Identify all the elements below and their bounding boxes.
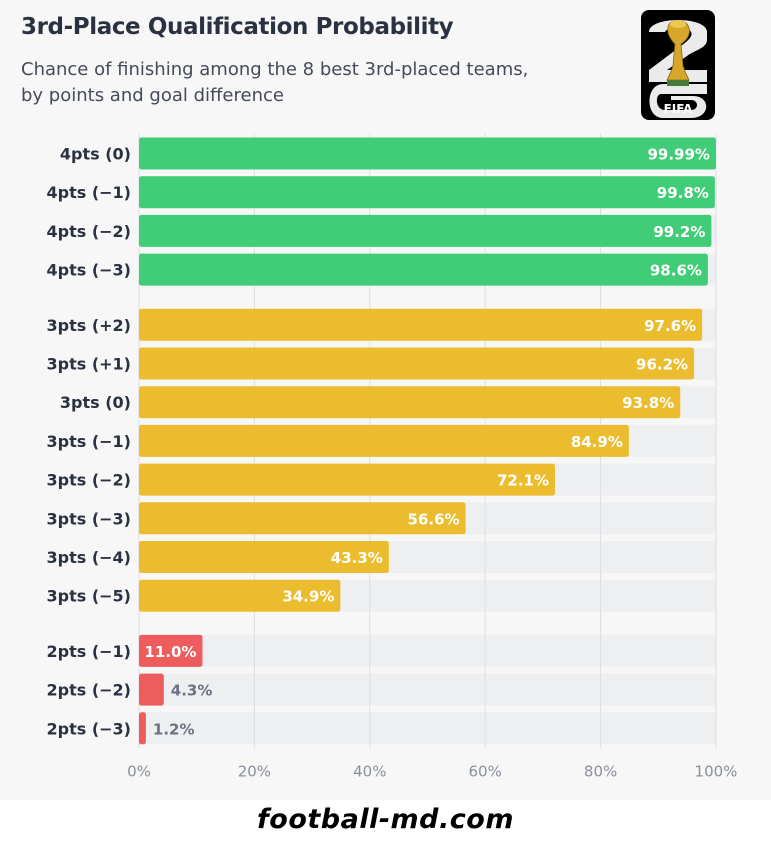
bar bbox=[139, 463, 556, 496]
value-label: 34.9% bbox=[282, 588, 334, 606]
x-axis-ticks: 0% 20% 40% 60% 80% 100% bbox=[127, 762, 737, 780]
category-label: 4pts (−1) bbox=[47, 183, 132, 202]
category-label: 4pts (0) bbox=[60, 145, 131, 164]
value-label: 56.6% bbox=[408, 510, 460, 528]
bar bbox=[139, 253, 708, 286]
bar-chart: 4pts (0) 99.99% 4pts (−1) 99.8% 4pts (−2) 99.… bbox=[47, 133, 737, 780]
category-label: 2pts (−2) bbox=[47, 681, 132, 700]
bar bbox=[139, 541, 389, 573]
logo-digit-6 bbox=[649, 84, 707, 118]
chart-title: 3rd-Place Qualification Probability bbox=[21, 14, 454, 40]
fifa-logo-text: FIFA bbox=[664, 102, 693, 116]
category-label: 2pts (−3) bbox=[47, 719, 132, 738]
value-label: 4.3% bbox=[171, 682, 213, 700]
bars: 4pts (0) 99.99% 4pts (−1) 99.8% 4pts (−2) 99.… bbox=[47, 137, 716, 745]
category-label: 2pts (−1) bbox=[47, 642, 132, 661]
value-label: 99.2% bbox=[653, 223, 705, 241]
trophy-icon bbox=[666, 19, 690, 81]
value-label: 99.8% bbox=[657, 184, 709, 202]
x-tick-label: 100% bbox=[695, 762, 738, 780]
chart-subtitle-line-2: by points and goal difference bbox=[21, 85, 284, 106]
bar bbox=[139, 579, 341, 612]
bar-track bbox=[139, 634, 716, 667]
x-tick-label: 80% bbox=[584, 762, 617, 780]
value-label: 72.1% bbox=[497, 472, 549, 490]
value-label: 98.6% bbox=[650, 262, 702, 280]
category-label: 3pts (−4) bbox=[47, 548, 132, 567]
world-cup-trophy-26-logo: FIFA bbox=[641, 10, 715, 120]
category-label: 3pts (0) bbox=[60, 393, 131, 412]
bar bbox=[139, 176, 715, 209]
category-label: 3pts (−3) bbox=[47, 509, 132, 528]
bar bbox=[139, 386, 681, 419]
value-label: 84.9% bbox=[571, 433, 623, 451]
x-tick-label: 60% bbox=[469, 762, 502, 780]
value-label: 43.3% bbox=[331, 549, 383, 567]
category-label: 3pts (+2) bbox=[47, 316, 132, 335]
x-tick-label: 40% bbox=[353, 762, 386, 780]
bar bbox=[139, 214, 712, 247]
category-label: 4pts (−2) bbox=[47, 222, 132, 241]
value-label: 97.6% bbox=[644, 317, 696, 335]
value-label: 11.0% bbox=[144, 643, 196, 661]
footer-watermark: football-md.com bbox=[257, 804, 514, 835]
bar bbox=[139, 137, 716, 170]
category-label: 4pts (−3) bbox=[47, 261, 132, 280]
chart-subtitle-line-1: Chance of finishing among the 8 best 3rd… bbox=[21, 59, 529, 80]
bar-track bbox=[139, 712, 716, 745]
category-label: 3pts (−5) bbox=[47, 587, 132, 606]
trophy-base-band bbox=[667, 80, 689, 86]
x-tick-label: 0% bbox=[127, 762, 151, 780]
bar bbox=[139, 673, 164, 706]
category-label: 3pts (−1) bbox=[47, 432, 132, 451]
category-label: 3pts (+1) bbox=[47, 355, 132, 374]
bar bbox=[139, 634, 203, 667]
bar-track bbox=[139, 673, 716, 706]
bar bbox=[139, 347, 695, 380]
chart-card: 3rd-Place Qualification Probability Chan… bbox=[21, 10, 738, 781]
value-label: 1.2% bbox=[153, 720, 195, 738]
trophy-globe-icon bbox=[670, 20, 686, 28]
category-label: 3pts (−2) bbox=[47, 471, 132, 490]
bar bbox=[139, 502, 466, 535]
value-label: 96.2% bbox=[636, 356, 688, 374]
value-label: 99.99% bbox=[647, 146, 709, 164]
bar bbox=[139, 308, 703, 341]
bar bbox=[139, 424, 629, 457]
value-label: 93.8% bbox=[622, 394, 674, 412]
bar bbox=[139, 712, 146, 745]
x-tick-label: 20% bbox=[238, 762, 271, 780]
